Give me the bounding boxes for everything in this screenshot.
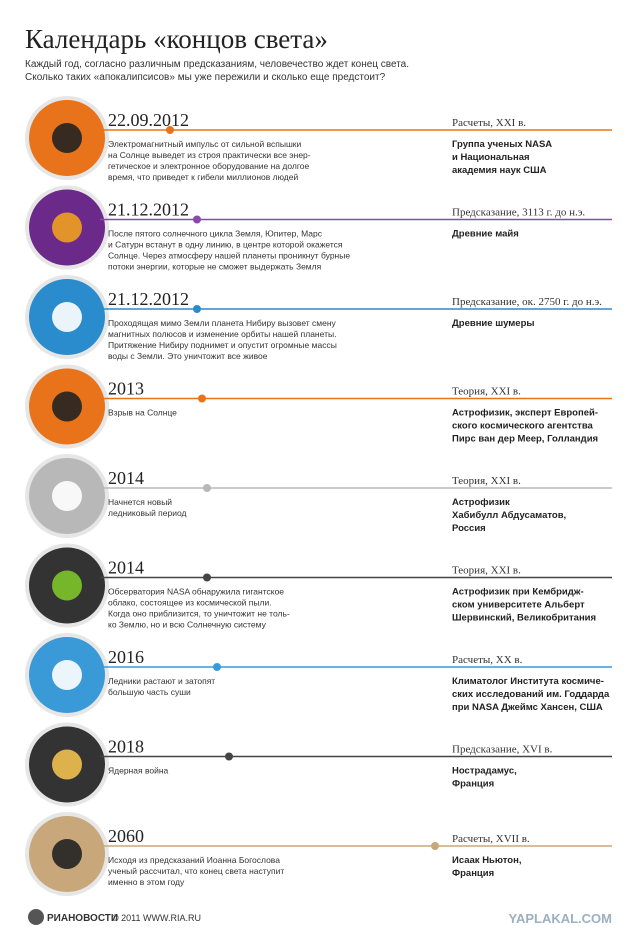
description: и Сатурн встанут в одну линию, в центре … <box>108 240 343 250</box>
logo: РИАНОВОСТИ <box>47 913 118 924</box>
description: Начнется новый <box>108 497 172 507</box>
timeline-dot <box>203 573 211 582</box>
source: Астрофизик, эксперт Европей- <box>452 408 598 419</box>
description: Электромагнитный импульс от сильной вспы… <box>108 139 301 149</box>
source: ских исследований им. Годдарда <box>452 689 610 700</box>
copyright: © 2011 WWW.RIA.RU <box>112 913 201 923</box>
description: воды с Земли. Это уничтожит все живое <box>108 351 268 361</box>
description: ко Землю, но и всю Солнечную систему <box>108 620 267 630</box>
watermark: YAPLAKAL.COM <box>508 911 612 926</box>
icon-glyph <box>52 123 82 153</box>
logo-icon <box>28 909 44 925</box>
title: Календарь «концов света» <box>25 24 328 54</box>
description: Проходящая мимо Земли планета Нибиру выз… <box>108 318 337 328</box>
source: Астрофизик при Кембридж- <box>452 587 584 598</box>
icon-glyph <box>52 570 82 601</box>
source: академия наук США <box>452 165 547 176</box>
date: 22.09.2012 <box>108 110 189 130</box>
date: 2014 <box>108 558 144 578</box>
date: 2013 <box>108 379 144 399</box>
description: Исходя из предсказаний Иоанна Богослова <box>108 855 280 865</box>
type: Предсказание, ок. 2750 г. до н.э. <box>452 296 602 308</box>
description: гетическое и электронное оборудование на… <box>108 161 310 171</box>
type: Расчеты, XXI в. <box>452 117 526 129</box>
icon-glyph <box>52 660 82 690</box>
source: ского космического агентства <box>452 421 594 432</box>
timeline-dot <box>203 484 211 492</box>
description: Когда оно приблизится, то уничтожит не т… <box>108 609 290 619</box>
description: потоки энергии, которые не сможет выдерж… <box>108 262 322 272</box>
timeline-dot <box>431 842 439 850</box>
date: 2014 <box>108 468 144 488</box>
type: Теория, XXI в. <box>452 475 521 487</box>
date: 21.12.2012 <box>108 200 189 220</box>
description: Обсерватория NASA обнаружила гигантское <box>108 587 284 597</box>
source: Франция <box>452 779 494 790</box>
description: Солнце. Через атмосферу нашей планеты пр… <box>108 251 350 261</box>
source: Древние майя <box>452 229 519 240</box>
description: именно в этом году <box>108 877 185 887</box>
timeline-dot <box>193 215 201 224</box>
timeline-dot <box>193 305 201 313</box>
description: ледниковый период <box>108 508 187 518</box>
timeline-dot <box>198 394 206 403</box>
timeline-dot <box>225 752 233 761</box>
type: Расчеты, XVII в. <box>452 833 530 845</box>
type: Предсказание, XVI в. <box>452 744 553 756</box>
type: Теория, XXI в. <box>452 386 521 398</box>
source: Исаак Ньютон, <box>452 855 521 866</box>
subtitle: Каждый год, согласно различным предсказа… <box>25 59 409 70</box>
date: 2060 <box>108 826 144 846</box>
description: время, что приведет к гибели миллионов л… <box>108 172 298 182</box>
source: Пирс ван дер Меер, Голландия <box>452 434 598 445</box>
type: Расчеты, XX в. <box>452 654 523 666</box>
source: Хабибулл Абдусаматов, <box>452 510 566 521</box>
source: Группа ученых NASA <box>452 139 552 150</box>
source: ском университете Альберт <box>452 600 585 611</box>
type: Предсказание, 3113 г. до н.э. <box>452 207 585 219</box>
source: Франция <box>452 868 494 879</box>
description: облако, состоящее из космической пыли. <box>108 598 272 608</box>
description: магнитных полюсов и изменение орбиты наш… <box>108 329 336 339</box>
source: Шервинский, Великобритания <box>452 613 596 624</box>
description: ученый рассчитал, что конец света наступ… <box>108 866 284 876</box>
description: Ледники растают и затопят <box>108 676 215 686</box>
source: Нострадамус, <box>452 766 517 777</box>
source: Климатолог Института космиче- <box>452 676 604 687</box>
description: Ядерная война <box>108 766 169 776</box>
subtitle: Сколько таких «апокалипсисов» мы уже пер… <box>25 72 386 83</box>
timeline-dot <box>213 663 221 671</box>
description: большую часть суши <box>108 687 191 697</box>
icon-glyph <box>52 749 82 780</box>
source: при NASA Джеймс Хансен, США <box>452 702 603 713</box>
description: Притяжение Нибиру поднимет и опустит огр… <box>108 340 337 350</box>
description: на Солнце выведет из строя практически в… <box>108 150 311 160</box>
icon-glyph <box>52 212 82 243</box>
description: После пятого солнечного цикла Земля, Юпи… <box>108 229 323 239</box>
source: Астрофизик <box>452 497 510 508</box>
date: 2018 <box>108 737 144 757</box>
type: Теория, XXI в. <box>452 565 521 577</box>
date: 2016 <box>108 647 144 667</box>
date: 21.12.2012 <box>108 289 189 309</box>
source: Россия <box>452 523 486 534</box>
description: Взрыв на Солнце <box>108 408 177 418</box>
source: и Национальная <box>452 152 530 163</box>
icon-glyph <box>52 391 82 422</box>
timeline-dot <box>166 126 174 134</box>
icon-glyph <box>52 481 82 511</box>
source: Древние шумеры <box>452 318 535 329</box>
icon-glyph <box>52 839 82 869</box>
icon-glyph <box>52 302 82 332</box>
